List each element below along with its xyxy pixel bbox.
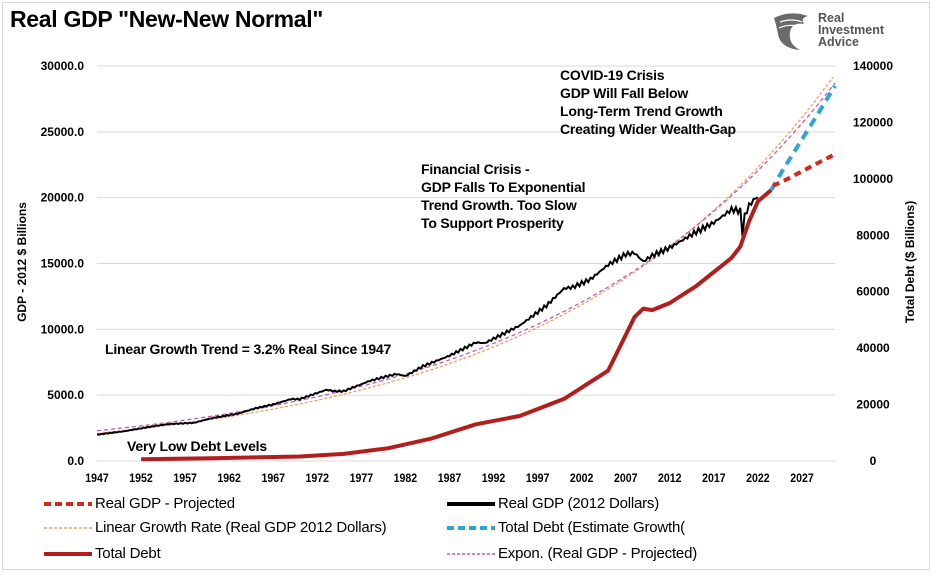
eagle-head-icon — [774, 13, 808, 50]
y2-tick-label: 20000 — [856, 398, 890, 412]
y-tick-label: 15000.0 — [41, 257, 85, 271]
x-tick-label: 1967 — [261, 472, 284, 485]
y2-tick-label: 100000 — [853, 172, 893, 186]
x-tick-label: 2002 — [570, 472, 593, 485]
legend-item: Total Debt — [30, 545, 161, 562]
legend-label: Real GDP - Projected — [95, 495, 235, 512]
y-axis-title: GDP - 2012 $ Billions — [15, 202, 29, 322]
legend-label: Expon. (Real GDP - Projected) — [498, 545, 698, 562]
legend-swatch — [447, 525, 495, 530]
legend-swatch — [44, 551, 92, 556]
chart-title: Real GDP "New-New Normal" — [10, 6, 323, 32]
legend-item: Real GDP - Projected — [30, 495, 235, 512]
annotation-line: GDP Falls To Exponential — [421, 179, 586, 195]
annotation-line: Financial Crisis - — [421, 161, 530, 177]
annotation-line: COVID-19 Crisis — [560, 67, 665, 83]
legend-item: Linear Growth Rate (Real GDP 2012 Dollar… — [30, 519, 387, 536]
legend-label: Linear Growth Rate (Real GDP 2012 Dollar… — [95, 519, 387, 536]
y2-tick-label: 40000 — [856, 341, 890, 355]
y2-tick-label: 120000 — [853, 115, 893, 129]
legend-swatch — [447, 552, 495, 555]
legend-item: Total Debt (Estimate Growth( — [433, 519, 685, 536]
y2-axis-title: Total Debt ($ Billions) — [903, 200, 917, 324]
legend-label: Real GDP (2012 Dollars) — [498, 495, 660, 512]
y-tick-label: 30000.0 — [41, 59, 85, 73]
annotation-linear-trend: Linear Growth Trend = 3.2% Real Since 19… — [105, 341, 392, 357]
annotation-financial-crisis: Financial Crisis - GDP Falls To Exponent… — [421, 160, 585, 232]
annotation-low-debt: Very Low Debt Levels — [127, 438, 267, 454]
x-tick-label: 2012 — [658, 472, 681, 485]
annotation-line: To Support Prosperity — [421, 215, 564, 231]
y-tick-label: 10000.0 — [41, 322, 85, 336]
legend-swatch — [44, 501, 92, 506]
x-tick-label: 2017 — [702, 472, 725, 485]
y2-tick-label: 140000 — [853, 59, 893, 73]
x-tick-label: 1947 — [85, 472, 108, 485]
series-real-gdp — [96, 196, 759, 436]
series-total-debt — [141, 188, 773, 462]
y-tick-label: 25000.0 — [41, 125, 85, 139]
x-tick-label: 1977 — [350, 472, 373, 485]
annotation-line: Long-Term Trend Growth — [560, 103, 723, 119]
x-tick-label: 1957 — [173, 472, 196, 485]
logo-line: Advice — [818, 35, 859, 49]
x-tick-label: 1952 — [129, 472, 152, 485]
y-tick-label: 20000.0 — [41, 191, 85, 205]
y2-tick-label: 60000 — [856, 285, 890, 299]
series-total-debt-estimate — [769, 84, 837, 192]
x-tick-label: 2027 — [790, 472, 813, 485]
y-tick-label: 0.0 — [67, 454, 84, 468]
x-tick-label: 1962 — [217, 472, 240, 485]
x-tick-label: 1997 — [526, 472, 549, 485]
legend-item: Expon. (Real GDP - Projected) — [433, 545, 697, 562]
x-tick-label: 2007 — [614, 472, 637, 485]
logo: Real Investment Advice — [770, 10, 910, 52]
legend-swatch — [447, 501, 495, 506]
x-tick-label: 2022 — [746, 472, 769, 485]
annotation-line: GDP Will Fall Below — [560, 85, 689, 101]
logo-line: Real — [818, 11, 845, 25]
series-linear-growth-rate — [96, 76, 834, 435]
x-tick-label: 1982 — [394, 472, 417, 485]
x-tick-label: 1987 — [438, 472, 461, 485]
y2-tick-label: 80000 — [856, 228, 890, 242]
legend-swatch — [44, 526, 92, 529]
annotation-line: Creating Wider Wealth-Gap — [560, 121, 736, 137]
legend-item: Real GDP (2012 Dollars) — [433, 495, 659, 512]
logo-text: Real Investment Advice — [818, 11, 884, 49]
x-tick-label: 1972 — [306, 472, 329, 485]
y-tick-label: 5000.0 — [47, 388, 84, 402]
legend-label: Total Debt (Estimate Growth( — [498, 519, 685, 536]
logo-line: Investment — [818, 23, 884, 37]
annotation-covid: COVID-19 Crisis GDP Will Fall Below Long… — [560, 66, 736, 138]
annotation-line: Trend Growth. Too Slow — [421, 197, 577, 213]
x-tick-label: 1992 — [482, 472, 505, 485]
legend-label: Total Debt — [95, 545, 161, 562]
y2-tick-label: 0 — [870, 454, 877, 468]
